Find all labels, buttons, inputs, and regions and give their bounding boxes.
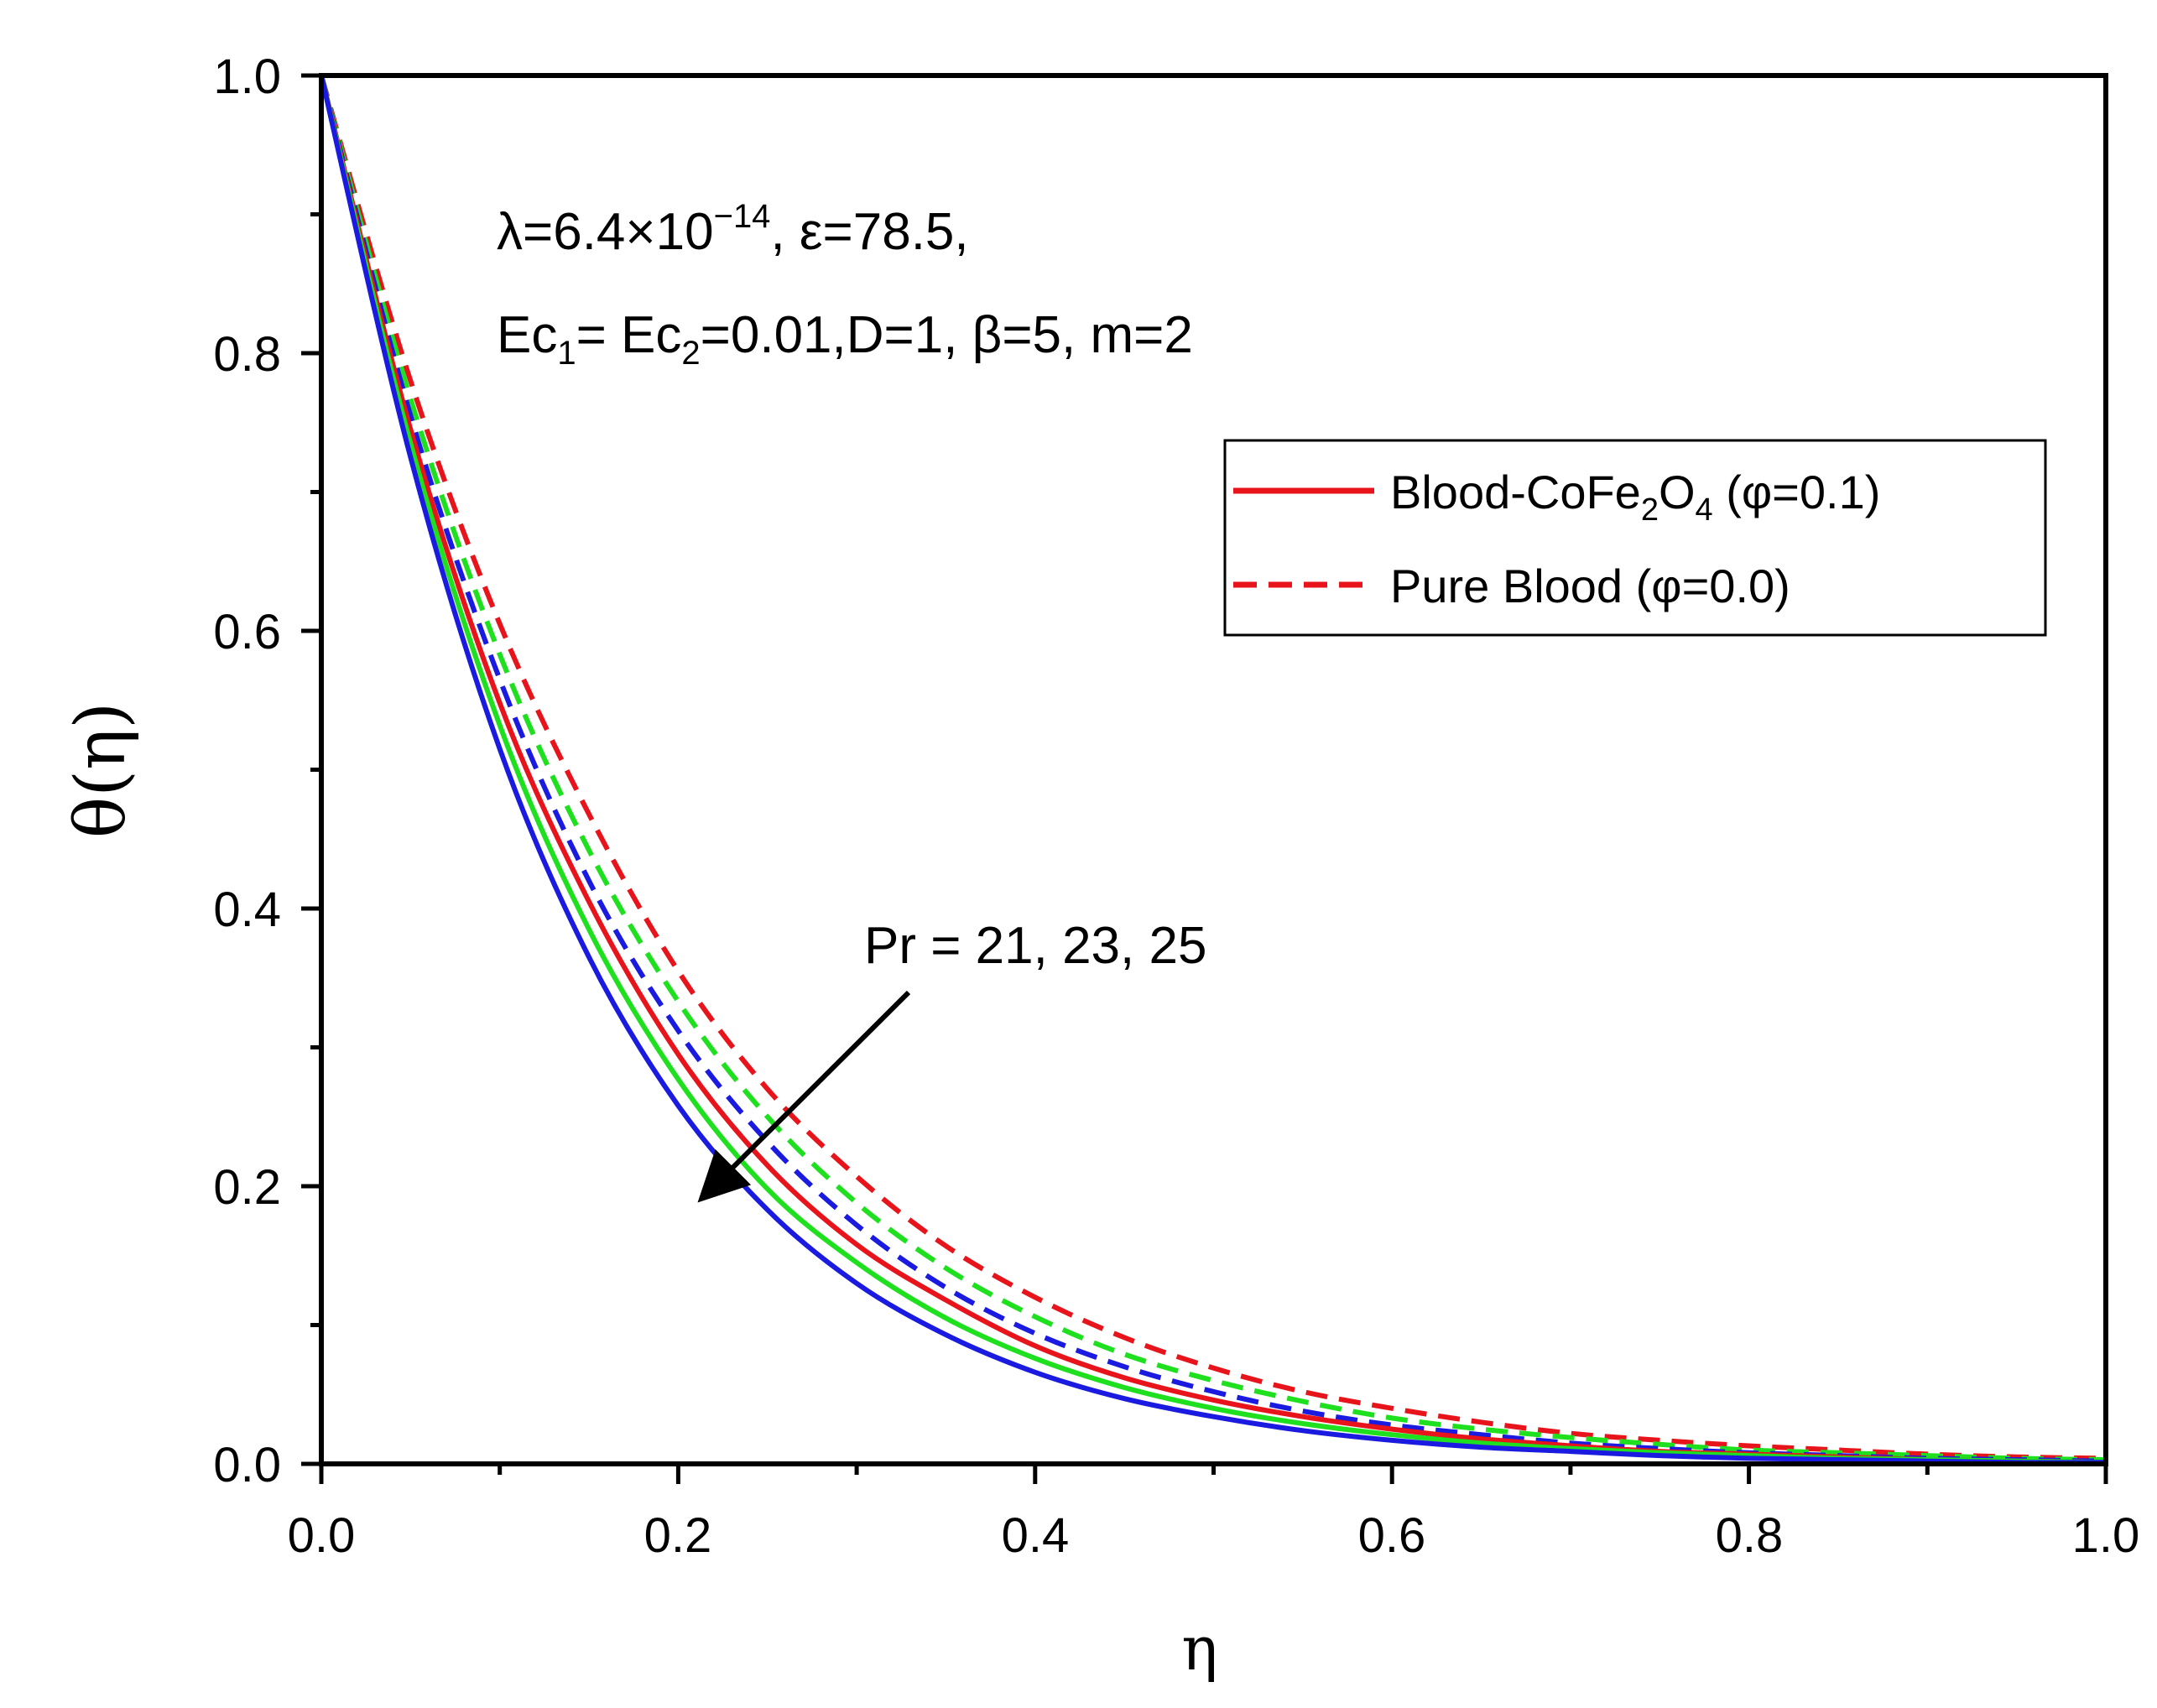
legend-label-part: (φ=0.1) xyxy=(1713,466,1881,518)
series-layer: Pure Blood (φ=0.0), Pr=21Pure Blood (φ=0… xyxy=(319,75,2107,1466)
x-tick-labels: 0.0 0.2 0.4 0.6 0.8 1.0 xyxy=(288,1508,2140,1563)
y-axis-label: θ(η) xyxy=(61,702,141,838)
y-tick-labels: 0.0 0.2 0.4 0.6 0.8 1.0 xyxy=(213,49,281,1492)
ec2-subscript: 2 xyxy=(681,335,700,372)
ec-mid-text: = Ec xyxy=(576,306,682,364)
ec-text: Ec xyxy=(497,306,557,364)
series-line: Blood-CoFe2O4 (φ=0.1), Pr=21 xyxy=(319,75,2107,1466)
lambda-exponent: −14 xyxy=(714,198,771,235)
series-line: Blood-CoFe2O4 (φ=0.1), Pr=23 xyxy=(319,75,2107,1466)
pr-arrow xyxy=(697,990,911,1203)
parameter-line-1: λ=6.4×10−14, ε=78.5, xyxy=(497,198,969,261)
series-line: Pure Blood (φ=0.0), Pr=21 xyxy=(319,75,2107,1461)
legend-subscript: 2 xyxy=(1641,492,1659,528)
x-tick-label: 0.4 xyxy=(1002,1508,1070,1563)
legend-box xyxy=(1223,439,2047,637)
y-tick-label: 0.0 xyxy=(213,1438,281,1492)
y-tick-label: 0.6 xyxy=(213,605,281,659)
x-tick-label: 0.0 xyxy=(288,1508,356,1563)
legend-label-part: O xyxy=(1659,466,1696,518)
series-line: Pure Blood (φ=0.0), Pr=25 xyxy=(319,75,2107,1464)
legend-label-pure-blood: Pure Blood (φ=0.0) xyxy=(1390,560,1790,612)
legend-subscript: 4 xyxy=(1696,492,1713,528)
x-tick-label: 0.8 xyxy=(1716,1508,1784,1563)
tick-layer xyxy=(301,73,2108,1484)
y-tick-label: 0.8 xyxy=(213,327,281,382)
pr-annotation: Pr = 21, 23, 25 xyxy=(864,917,1206,975)
y-tick-label: 1.0 xyxy=(213,49,281,104)
x-tick-label: 0.2 xyxy=(644,1508,712,1563)
parameter-rest-text: =0.01,D=1, β=5, m=2 xyxy=(701,306,1193,364)
series-line: Blood-CoFe2O4 (φ=0.1), Pr=25 xyxy=(319,75,2107,1466)
x-tick-label: 0.6 xyxy=(1358,1508,1426,1563)
legend-label-part: Blood-CoFe xyxy=(1390,466,1641,518)
series-line: Pure Blood (φ=0.0), Pr=23 xyxy=(319,75,2107,1462)
lambda-text: λ=6.4×10 xyxy=(497,203,714,261)
epsilon-text: , ε=78.5, xyxy=(770,203,968,261)
y-tick-label: 0.4 xyxy=(213,883,281,937)
legend: Blood-CoFe2O4 (φ=0.1) Pure Blood (φ=0.0) xyxy=(1223,439,2047,637)
x-axis-label: η xyxy=(1181,1613,1217,1684)
x-tick-label: 1.0 xyxy=(2072,1508,2140,1563)
y-tick-label: 0.2 xyxy=(213,1160,281,1215)
plot-frame xyxy=(319,73,2108,1466)
parameter-line-2: Ec1= Ec2=0.01,D=1, β=5, m=2 xyxy=(497,306,1193,372)
ec1-subscript: 1 xyxy=(557,335,576,372)
legend-label-nanofluid: Blood-CoFe2O4 (φ=0.1) xyxy=(1390,466,1880,528)
